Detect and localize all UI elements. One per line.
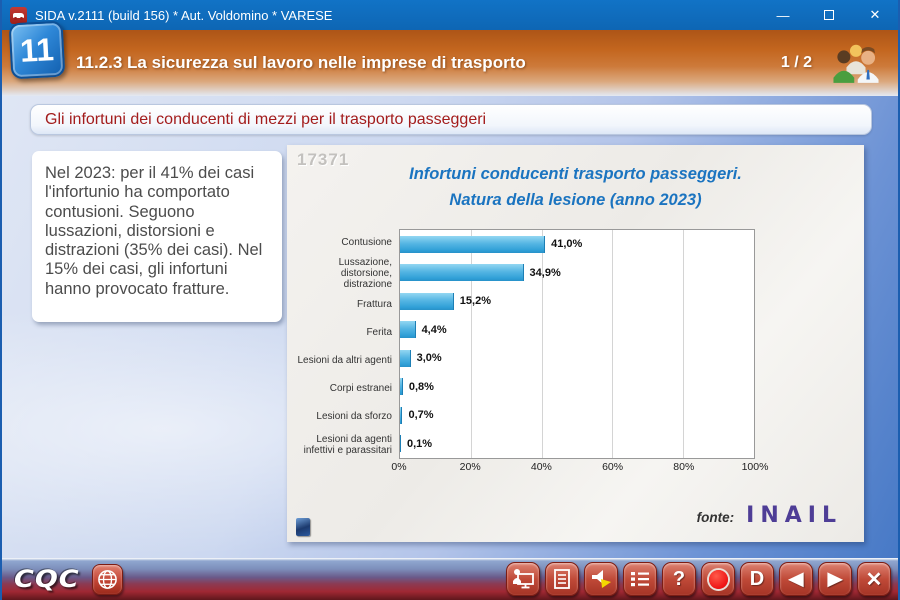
inail-logo: INAIL [746, 503, 842, 528]
slide-subtitle: Gli infortuni dei conducenti di mezzi pe… [30, 104, 872, 135]
speaker-icon [592, 570, 611, 588]
cqc-logo: CQC [14, 565, 80, 593]
bar-row: 0,8% [400, 373, 754, 402]
slide-body: Gli infortuni dei conducenti di mezzi pe… [2, 96, 898, 558]
chapter-badge: 11 [8, 20, 66, 80]
bar-value-label: 3,0% [416, 352, 442, 365]
minimize-button[interactable]: — [776, 7, 790, 23]
chart-category-labels: Contusione Lussazione, distorsione, distra… [293, 229, 399, 459]
bar-row: 41,0% [400, 230, 754, 259]
bar [400, 235, 546, 253]
forward-button[interactable]: ▶ [818, 562, 852, 596]
source-label: fonte: [696, 510, 735, 525]
bar-row: 0,7% [400, 401, 754, 430]
audio-button[interactable] [584, 562, 618, 596]
x-tick-label: 20% [459, 461, 481, 473]
close-window-button[interactable]: ✕ [869, 7, 881, 22]
info-text-box: Nel 2023: per il 41% dei casi l'infortun… [32, 151, 282, 322]
people-group-icon [833, 44, 879, 83]
gridline [470, 230, 472, 458]
page-indicator: 1 / 2 [780, 54, 812, 71]
presenter-icon [513, 569, 534, 589]
gridline [683, 230, 685, 458]
category-label: Ferita [366, 327, 392, 339]
category-label: Corpi estranei [329, 383, 392, 395]
bar-row: 4,4% [400, 316, 754, 345]
help-button[interactable]: ? [662, 562, 696, 596]
bar-row: 3,0% [400, 344, 754, 373]
bar [400, 321, 416, 339]
list-button[interactable] [623, 562, 657, 596]
bar-row: 34,9% [400, 259, 754, 288]
exit-button[interactable]: ✕ [857, 562, 891, 596]
chart-title: Infortuni conducenti trasporto passegger… [287, 162, 864, 213]
maximize-button[interactable] [806, 0, 852, 30]
bar-value-label: 4,4% [421, 323, 447, 336]
chart-source: fonte: INAIL [697, 503, 842, 528]
slide-header: 11 11.2.3 La sicurezza sul lavoro nelle … [2, 20, 898, 96]
chart-title-line1: Infortuni conducenti trasporto passegger… [409, 165, 742, 183]
bar-value-label: 15,2% [459, 295, 491, 308]
bar [400, 406, 403, 424]
category-label: Lussazione, distorsione, distrazione [338, 257, 392, 291]
category-label: Lesioni da altri agenti [297, 355, 392, 367]
document-icon [554, 569, 570, 589]
stamp-icon [296, 518, 310, 536]
bar [400, 292, 454, 310]
toolbar: CQC [2, 558, 898, 600]
bar-row: 0,1% [400, 430, 754, 459]
bar-value-label: 0,1% [407, 437, 433, 450]
bar [400, 378, 403, 396]
slide-code: 17371 [297, 150, 350, 169]
x-tick-label: 80% [673, 461, 695, 473]
chart-plot: 41,0% 34,9% 15,2% 4,4% 3,0% 0,8% 0,7% 0,1% [399, 229, 755, 459]
category-label: Frattura [356, 299, 392, 311]
chart-x-axis: 0% 20% 40% 60% 80% 100% [391, 461, 768, 477]
x-tick-label: 0% [391, 461, 407, 473]
bar-value-label: 41,0% [551, 238, 583, 251]
window-title: SIDA v.2111 (build 156) * Aut. Voldomino… [35, 7, 333, 23]
gridline [541, 230, 543, 458]
list-icon [631, 572, 649, 587]
forward-icon: ▶ [827, 569, 843, 589]
globe-button[interactable] [91, 563, 123, 595]
x-tick-label: 40% [530, 461, 552, 473]
bar-row: 15,2% [400, 287, 754, 316]
chart-title-line2: Natura della lesione (anno 2023) [449, 190, 702, 209]
page-title: 11.2.3 La sicurezza sul lavoro nelle imp… [76, 53, 526, 72]
back-button[interactable]: ◀ [779, 562, 813, 596]
bar [400, 264, 524, 282]
title-bar: SIDA v.2111 (build 156) * Aut. Voldomino… [2, 0, 898, 30]
bar-value-label: 0,8% [408, 380, 434, 393]
bar [400, 435, 401, 453]
toolbar-buttons: ? D ◀ ▶ ✕ [506, 562, 891, 596]
category-label: Contusione [341, 237, 392, 249]
record-icon [708, 569, 728, 589]
chart-panel: 17371 Infortuni conducenti trasporto pas… [287, 145, 864, 542]
presenter-button[interactable] [506, 562, 540, 596]
x-tick-label: 100% [741, 461, 769, 473]
record-button[interactable] [701, 562, 735, 596]
bar-value-label: 34,9% [529, 266, 561, 279]
document-button[interactable] [545, 562, 579, 596]
category-label: Lesioni da sforzo [316, 411, 392, 423]
back-icon: ◀ [788, 569, 804, 589]
bar-value-label: 0,7% [408, 409, 434, 422]
app-icon [10, 6, 27, 24]
demo-button[interactable]: D [740, 562, 774, 596]
gridline [612, 230, 614, 458]
x-tick-label: 60% [602, 461, 624, 473]
bar [400, 349, 411, 367]
category-label: Lesioni da agenti infettivi e parassitari [303, 433, 392, 456]
maximize-icon [824, 10, 834, 20]
globe-icon [97, 569, 117, 589]
